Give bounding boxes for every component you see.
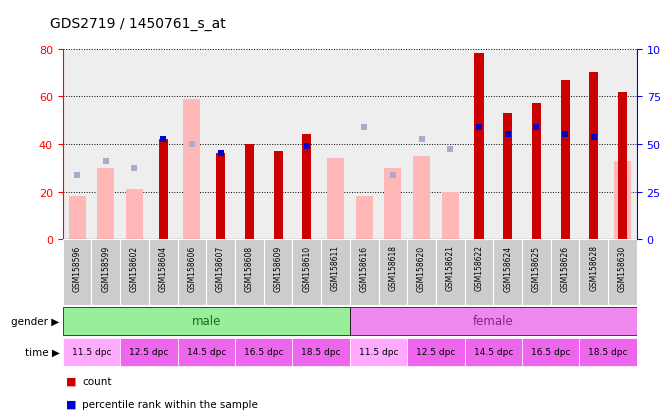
Bar xyxy=(384,169,401,240)
Bar xyxy=(350,338,407,366)
Text: GSM158602: GSM158602 xyxy=(130,245,139,291)
Text: GSM158609: GSM158609 xyxy=(273,245,282,291)
Bar xyxy=(126,190,143,240)
Bar xyxy=(263,240,292,306)
Bar xyxy=(436,240,465,306)
Text: 14.5 dpc: 14.5 dpc xyxy=(187,348,226,356)
Bar xyxy=(614,161,631,240)
Bar xyxy=(413,157,430,240)
Text: ■: ■ xyxy=(66,399,77,408)
Text: 11.5 dpc: 11.5 dpc xyxy=(72,348,111,356)
Bar xyxy=(560,81,570,240)
Text: female: female xyxy=(473,315,513,328)
Bar xyxy=(97,169,114,240)
Bar xyxy=(63,240,91,306)
Bar xyxy=(579,338,637,366)
Text: 12.5 dpc: 12.5 dpc xyxy=(129,348,168,356)
Bar xyxy=(618,93,627,240)
Bar xyxy=(475,55,484,240)
Text: percentile rank within the sample: percentile rank within the sample xyxy=(82,399,258,408)
Text: 12.5 dpc: 12.5 dpc xyxy=(416,348,455,356)
Bar xyxy=(493,240,522,306)
Text: GSM158610: GSM158610 xyxy=(302,245,312,291)
Bar xyxy=(69,197,86,240)
Bar xyxy=(379,240,407,306)
Bar xyxy=(407,338,465,366)
Text: GSM158618: GSM158618 xyxy=(388,245,397,291)
Text: GSM158624: GSM158624 xyxy=(503,245,512,291)
Bar xyxy=(442,192,459,240)
Text: count: count xyxy=(82,376,112,386)
Text: GSM158599: GSM158599 xyxy=(101,245,110,291)
Bar xyxy=(350,240,378,306)
Bar xyxy=(120,338,178,366)
Bar xyxy=(589,74,599,240)
Text: GSM158626: GSM158626 xyxy=(560,245,570,291)
Text: GSM158622: GSM158622 xyxy=(475,245,484,291)
Bar xyxy=(292,240,321,306)
Bar xyxy=(292,338,350,366)
Bar xyxy=(503,114,512,240)
Text: time ▶: time ▶ xyxy=(24,347,59,357)
Bar xyxy=(522,240,550,306)
Text: GSM158628: GSM158628 xyxy=(589,245,599,291)
Bar xyxy=(148,240,178,306)
Bar xyxy=(235,338,292,366)
Bar xyxy=(302,135,312,240)
Text: gender ▶: gender ▶ xyxy=(11,316,59,326)
Bar xyxy=(206,240,235,306)
Text: GSM158620: GSM158620 xyxy=(417,245,426,291)
Text: GSM158621: GSM158621 xyxy=(446,245,455,291)
Bar xyxy=(91,240,120,306)
Text: GSM158616: GSM158616 xyxy=(360,245,369,291)
Bar xyxy=(609,240,637,306)
Text: male: male xyxy=(191,315,221,328)
Bar xyxy=(178,338,235,366)
Text: 14.5 dpc: 14.5 dpc xyxy=(474,348,513,356)
Text: 16.5 dpc: 16.5 dpc xyxy=(244,348,283,356)
Bar xyxy=(321,240,350,306)
Bar xyxy=(245,145,254,240)
Bar xyxy=(579,240,609,306)
Text: GSM158625: GSM158625 xyxy=(532,245,541,291)
Text: GSM158606: GSM158606 xyxy=(187,245,197,291)
Text: 16.5 dpc: 16.5 dpc xyxy=(531,348,570,356)
Bar xyxy=(63,307,350,335)
Text: ■: ■ xyxy=(66,376,77,386)
Bar xyxy=(120,240,149,306)
Bar xyxy=(273,152,282,240)
Bar xyxy=(158,140,168,240)
Bar xyxy=(532,104,541,240)
Text: GSM158630: GSM158630 xyxy=(618,245,627,291)
Bar xyxy=(407,240,436,306)
Bar xyxy=(350,307,637,335)
Text: 11.5 dpc: 11.5 dpc xyxy=(359,348,398,356)
Text: 18.5 dpc: 18.5 dpc xyxy=(302,348,341,356)
Text: GSM158596: GSM158596 xyxy=(73,245,82,291)
Bar xyxy=(356,197,373,240)
Bar xyxy=(63,338,120,366)
Bar xyxy=(465,338,522,366)
Text: 18.5 dpc: 18.5 dpc xyxy=(589,348,628,356)
Text: GSM158611: GSM158611 xyxy=(331,245,340,291)
Bar xyxy=(216,154,225,240)
Bar xyxy=(235,240,263,306)
Text: GSM158607: GSM158607 xyxy=(216,245,225,291)
Text: GSM158608: GSM158608 xyxy=(245,245,254,291)
Bar xyxy=(465,240,493,306)
Text: GSM158604: GSM158604 xyxy=(158,245,168,291)
Bar xyxy=(178,240,206,306)
Bar xyxy=(550,240,579,306)
Bar xyxy=(183,100,201,240)
Text: GDS2719 / 1450761_s_at: GDS2719 / 1450761_s_at xyxy=(50,17,225,31)
Bar xyxy=(522,338,579,366)
Bar xyxy=(327,159,344,240)
